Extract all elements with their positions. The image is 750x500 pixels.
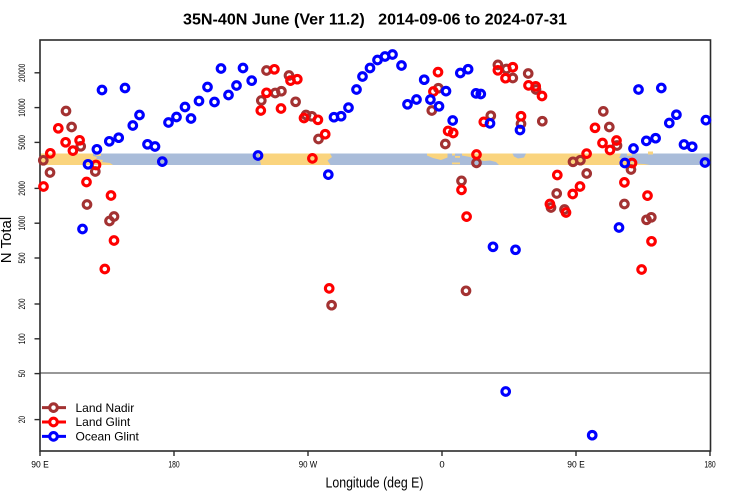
svg-text:Land Nadir: Land Nadir [76,401,135,415]
svg-text:500: 500 [17,253,28,264]
svg-text:35N-40N June (Ver 11.2) 2014: 35N-40N June (Ver 11.2) 2014-09-06 to 20… [183,12,567,29]
svg-text:90 E: 90 E [31,460,49,471]
svg-text:180: 180 [168,460,179,471]
svg-text:Land Glint: Land Glint [76,415,131,429]
svg-text:Longitude (deg E): Longitude (deg E) [326,475,424,492]
svg-text:0: 0 [439,460,444,471]
svg-text:20000: 20000 [17,64,28,82]
svg-text:20: 20 [17,416,28,423]
svg-text:1000: 1000 [17,216,28,231]
svg-text:90 E: 90 E [567,460,585,471]
svg-text:5000: 5000 [17,135,28,150]
svg-text:100: 100 [17,333,28,344]
svg-text:200: 200 [17,299,28,310]
svg-text:90 W: 90 W [299,460,317,471]
svg-text:50: 50 [17,370,28,377]
svg-text:N Total: N Total [0,217,15,263]
svg-text:180: 180 [704,460,715,471]
svg-text:Ocean Glint: Ocean Glint [76,430,140,444]
svg-text:2000: 2000 [17,181,28,196]
svg-text:10000: 10000 [17,98,28,116]
